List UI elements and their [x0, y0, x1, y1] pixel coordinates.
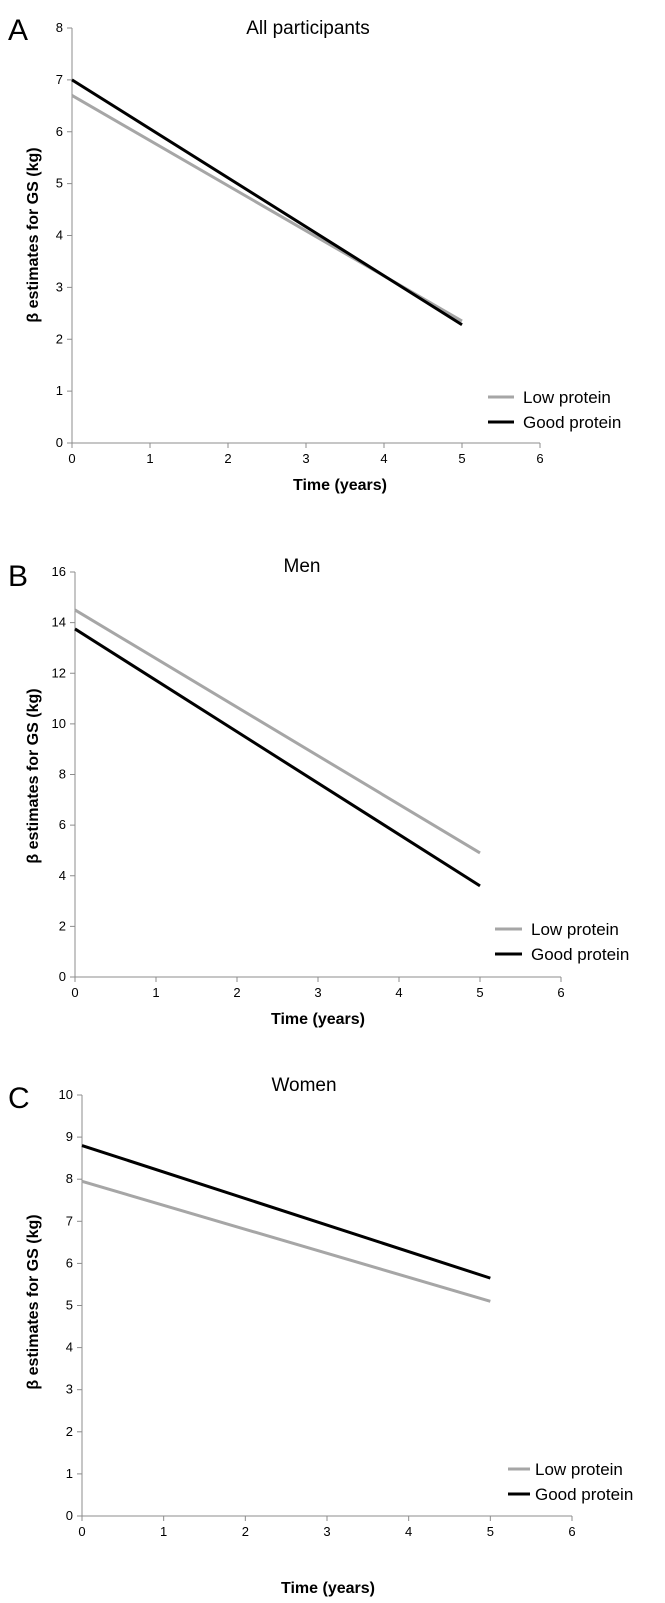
legend-label-low-protein: Low protein	[535, 1460, 623, 1479]
x-tick-label: 1	[152, 985, 159, 1000]
x-tick-label: 0	[71, 985, 78, 1000]
x-tick-label: 0	[78, 1524, 85, 1539]
panel-letter: B	[8, 560, 28, 593]
x-tick-label: 0	[68, 451, 75, 466]
x-tick-label: 5	[458, 451, 465, 466]
x-tick-label: 1	[146, 451, 153, 466]
y-tick-label: 2	[56, 331, 63, 346]
y-tick-label: 12	[52, 665, 66, 680]
chart-title: All participants	[246, 18, 370, 39]
x-tick-label: 3	[302, 451, 309, 466]
x-tick-label: 6	[557, 985, 564, 1000]
legend-label-good-protein: Good protein	[535, 1485, 633, 1504]
y-tick-label: 7	[66, 1213, 73, 1228]
y-tick-label: 7	[56, 72, 63, 87]
y-tick-label: 2	[59, 918, 66, 933]
y-tick-label: 6	[59, 817, 66, 832]
y-tick-label: 0	[59, 969, 66, 984]
y-tick-label: 8	[59, 767, 66, 782]
x-tick-label: 5	[487, 1524, 494, 1539]
x-tick-label: 2	[224, 451, 231, 466]
x-tick-label: 2	[242, 1524, 249, 1539]
x-tick-label: 3	[314, 985, 321, 1000]
x-tick-label: 4	[405, 1524, 412, 1539]
legend-label-good-protein: Good protein	[523, 413, 621, 432]
y-tick-label: 2	[66, 1424, 73, 1439]
y-tick-label: 9	[66, 1129, 73, 1144]
y-tick-label: 10	[52, 716, 66, 731]
x-axis-label: Time (years)	[281, 1580, 375, 1597]
y-tick-label: 3	[56, 279, 63, 294]
legend-label-low-protein: Low protein	[531, 920, 619, 939]
chart-title: Men	[284, 556, 321, 577]
y-axis-label: β estimates for GS (kg)	[25, 1214, 42, 1389]
y-tick-label: 6	[56, 124, 63, 139]
y-axis-label: β estimates for GS (kg)	[25, 147, 42, 322]
x-tick-label: 4	[395, 985, 402, 1000]
panel-letter: A	[8, 14, 28, 47]
chart-panel-a: 0 1 2 3 4 5 6 7 8 0 1 2 3 4 5 6 Low protein Good protein A…	[8, 14, 621, 494]
y-tick-label: 1	[66, 1466, 73, 1481]
y-tick-label: 6	[66, 1255, 73, 1270]
x-tick-label: 5	[476, 985, 483, 1000]
y-tick-label: 3	[66, 1382, 73, 1397]
x-axis-label: Time (years)	[293, 477, 387, 494]
y-tick-label: 10	[59, 1087, 73, 1102]
x-axis-label: Time (years)	[271, 1011, 365, 1028]
series-line-good-protein	[75, 629, 480, 886]
panel-letter: C	[8, 1082, 30, 1115]
y-axis-label: β estimates for GS (kg)	[25, 688, 42, 863]
x-tick-label: 6	[536, 451, 543, 466]
x-tick-label: 1	[160, 1524, 167, 1539]
series-line-good-protein	[72, 80, 462, 325]
series-line-good-protein	[82, 1146, 490, 1279]
y-tick-label: 4	[66, 1340, 73, 1355]
x-tick-label: 3	[323, 1524, 330, 1539]
y-tick-label: 5	[56, 176, 63, 191]
y-tick-label: 8	[66, 1171, 73, 1186]
y-tick-label: 1	[56, 383, 63, 398]
y-tick-label: 14	[52, 615, 66, 630]
chart-panel-c: 0 1 2 3 4 5 6 7 8 9 10 0 1 2 3 4 5 6 Low protein Good prote…	[8, 1075, 633, 1597]
y-tick-label: 0	[66, 1508, 73, 1523]
x-tick-label: 4	[380, 451, 387, 466]
series-line-low-protein	[75, 610, 480, 853]
y-tick-label: 0	[56, 435, 63, 450]
chart-title: Women	[271, 1075, 336, 1096]
y-tick-label: 8	[56, 20, 63, 35]
legend-label-low-protein: Low protein	[523, 388, 611, 407]
x-tick-label: 2	[233, 985, 240, 1000]
y-tick-label: 4	[56, 228, 63, 243]
series-line-low-protein	[82, 1181, 490, 1301]
x-tick-label: 6	[568, 1524, 575, 1539]
y-tick-label: 5	[66, 1298, 73, 1313]
legend-label-good-protein: Good protein	[531, 945, 629, 964]
y-tick-label: 16	[52, 564, 66, 579]
y-tick-label: 4	[59, 868, 66, 883]
